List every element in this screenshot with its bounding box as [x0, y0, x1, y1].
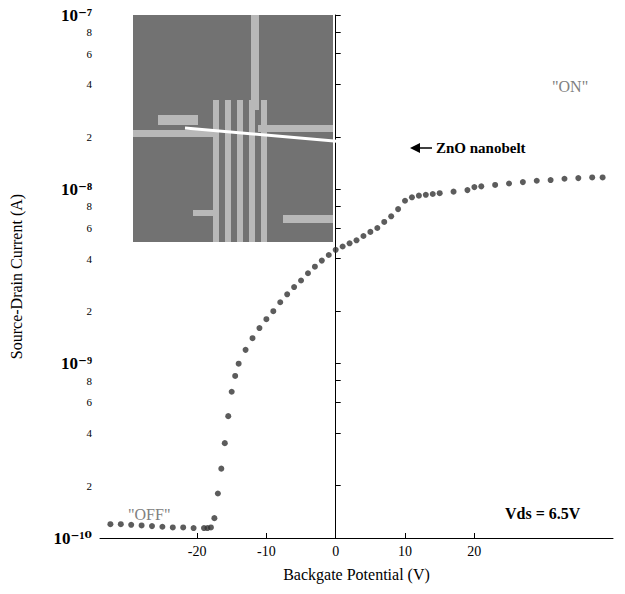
- svg-text:8: 8: [87, 200, 93, 212]
- svg-text:"OFF": "OFF": [128, 506, 170, 523]
- svg-text:2: 2: [87, 480, 93, 492]
- svg-text:6: 6: [87, 48, 93, 60]
- svg-text:10⁻⁷: 10⁻⁷: [61, 6, 92, 25]
- svg-text:10⁻¹⁰: 10⁻¹⁰: [53, 529, 92, 548]
- svg-text:6: 6: [87, 396, 93, 408]
- svg-text:20: 20: [467, 544, 481, 559]
- svg-text:6: 6: [87, 222, 93, 234]
- svg-text:Source-Drain Current (A): Source-Drain Current (A): [8, 194, 26, 359]
- svg-text:10: 10: [398, 544, 412, 559]
- svg-text:2: 2: [87, 305, 93, 317]
- svg-text:Backgate Potential (V): Backgate Potential (V): [283, 566, 430, 584]
- svg-text:8: 8: [87, 26, 93, 38]
- svg-text:ZnO nanobelt: ZnO nanobelt: [436, 140, 526, 156]
- svg-text:0: 0: [332, 544, 339, 559]
- svg-text:10⁻⁹: 10⁻⁹: [61, 354, 92, 373]
- svg-text:"ON": "ON": [552, 78, 588, 95]
- svg-text:2: 2: [87, 131, 93, 143]
- svg-text:10⁻⁸: 10⁻⁸: [61, 180, 92, 199]
- svg-text:Vds = 6.5V: Vds = 6.5V: [505, 505, 581, 522]
- svg-text:4: 4: [87, 427, 93, 439]
- svg-text:4: 4: [87, 253, 93, 265]
- svg-text:4: 4: [87, 78, 93, 90]
- svg-text:-10: -10: [257, 544, 276, 559]
- svg-text:8: 8: [87, 375, 93, 387]
- svg-text:-20: -20: [188, 544, 207, 559]
